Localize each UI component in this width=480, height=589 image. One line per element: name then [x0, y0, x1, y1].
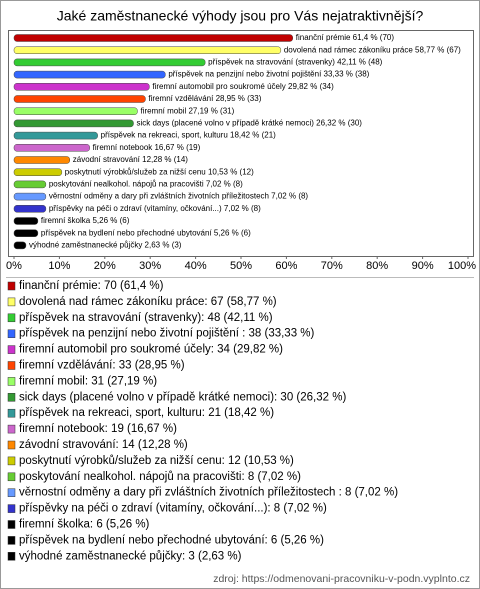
bar: [13, 168, 63, 176]
legend-label: příspěvek na penzijní nebo životní pojiš…: [19, 328, 315, 340]
legend-label: sick days (placené volno v případě krátk…: [19, 391, 346, 403]
bar: [13, 192, 47, 201]
legend-label: finanční prémie: 70 (61,4 %): [19, 280, 164, 292]
legend-marker: [7, 361, 16, 370]
bar: [13, 241, 27, 250]
legend-label: poskytnutí výrobků/služeb za nižší cenu:…: [19, 455, 294, 467]
bar-label: věrnostní odměny a dary při zvláštních ž…: [49, 192, 309, 201]
legend-marker: [7, 488, 16, 497]
legend-marker: [7, 520, 16, 529]
x-tick-label: 100%: [448, 260, 476, 272]
legend-marker: [7, 440, 16, 450]
bar-label: poskytnutí výrobků/služeb za nižší cenu …: [65, 167, 254, 176]
bar: [13, 95, 146, 103]
bar-label: sick days (placené volno v případě krátk…: [136, 119, 362, 128]
legend-marker: [7, 393, 16, 402]
legend-marker: [7, 536, 16, 545]
bar: [13, 205, 47, 213]
legend-label: poskytování nealkohol. nápojů na pracovi…: [19, 471, 301, 483]
legend-label: firemní vzdělávání: 33 (28,95 %): [19, 360, 185, 372]
x-tick-label: 30%: [139, 260, 161, 272]
bar-label: závodní stravování 12,28 % (14): [73, 155, 189, 164]
x-tick-label: 0%: [6, 260, 22, 272]
bar-label: firemní automobil pro soukromé účely 29,…: [152, 82, 334, 91]
bar: [13, 58, 206, 67]
bar-label: poskytování nealkohol. nápojů na pracovi…: [49, 180, 243, 189]
bar-label: příspěvek na stravování (stravenky) 42,1…: [208, 58, 382, 67]
legend-label: výhodné zaměstnanecké půjčky: 3 (2,63 %): [19, 550, 242, 562]
legend-marker: [7, 424, 16, 434]
bar-label: firemní notebook 16,67 % (19): [93, 143, 201, 152]
bar-label: firemní vzdělávání 28,95 % (33): [148, 94, 261, 103]
bar: [13, 229, 39, 237]
x-tick-label: 70%: [321, 260, 343, 272]
legend-marker: [7, 345, 16, 354]
legend-label: příspěvek na stravování (stravenky): 48 …: [19, 312, 273, 324]
legend-marker: [7, 504, 16, 513]
legend-marker: [7, 377, 16, 386]
bar-label: firemní školka 5,26 % (6): [41, 216, 130, 225]
x-tick-label: 10%: [48, 260, 70, 272]
bar-label: příspěvek na penzijní nebo životní pojiš…: [168, 70, 369, 79]
bar-label: příspěvek na rekreaci, sport, kulturu 18…: [101, 131, 277, 140]
legend-label: firemní školka: 6 (5,26 %): [19, 519, 150, 531]
x-tick-label: 50%: [230, 260, 252, 272]
bar-label: výhodné zaměstnanecké půjčky 2,63 % (3): [29, 241, 182, 250]
bar: [13, 83, 150, 91]
legend-marker: [7, 552, 16, 561]
bar: [13, 70, 166, 79]
x-tick-label: 20%: [94, 260, 116, 272]
legend-label: příspěvek na bydlení nebo přechodné ubyt…: [19, 534, 324, 546]
legend-marker: [7, 297, 16, 307]
bar: [13, 131, 98, 140]
legend-label: příspěvky na péči o zdraví (vitamíny, oč…: [19, 503, 327, 515]
bar: [13, 180, 47, 189]
chart-title: Jaké zaměstnanecké výhody jsou pro Vás n…: [57, 8, 424, 24]
legend-marker: [7, 408, 16, 418]
bar: [13, 217, 39, 225]
bar: [13, 107, 138, 115]
x-tick-label: 60%: [275, 260, 297, 272]
bar: [13, 46, 282, 54]
x-tick-label: 90%: [412, 260, 434, 272]
x-tick-label: 80%: [366, 260, 388, 272]
legend-label: firemní mobil: 31 (27,19 %): [19, 375, 157, 387]
bar-label: příspěvky na péči o zdraví (vitamíny, oč…: [49, 204, 261, 213]
legend-label: věrnostní odměny a dary při zvláštních ž…: [19, 487, 398, 499]
x-tick-label: 40%: [185, 260, 207, 272]
legend-marker: [7, 329, 16, 338]
bar-label: firemní mobil 27,19 % (31): [140, 106, 234, 115]
plot-area: [8, 30, 474, 257]
bar: [13, 144, 90, 152]
legend-marker: [7, 472, 16, 482]
legend-marker: [7, 313, 16, 323]
legend-label: firemní notebook: 19 (16,67 %): [19, 423, 177, 435]
legend-marker: [7, 281, 16, 291]
bar-label: finanční prémie 61,4 % (70): [296, 33, 395, 42]
legend-label: závodní stravování: 14 (12,28 %): [19, 439, 188, 451]
bar: [13, 34, 294, 42]
bar: [13, 119, 134, 128]
legend-label: firemní automobil pro soukromé účely: 34…: [19, 344, 283, 356]
legend-label: dovolená nad rámec zákoníku práce: 67 (5…: [19, 296, 277, 308]
bar-label: příspěvek na bydlení nebo přechodné ubyt…: [41, 228, 251, 237]
legend-label: příspěvek na rekreaci, sport, kulturu: 2…: [19, 407, 274, 419]
legend-marker: [7, 456, 16, 466]
source: zdroj: https://odmenovani-pracovniku-v-p…: [213, 573, 470, 585]
bar-label: dovolená nad rámec zákoníku práce 58,77 …: [284, 45, 461, 54]
bar: [13, 156, 71, 164]
